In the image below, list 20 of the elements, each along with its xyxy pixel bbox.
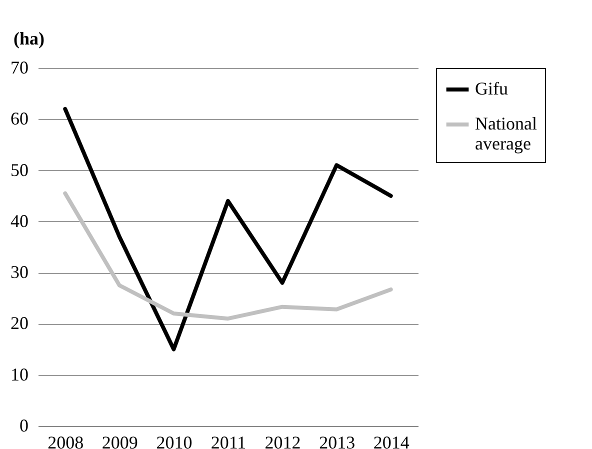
x-tick-label: 2014 — [373, 432, 410, 449]
y-tick-label: 0 — [20, 416, 28, 436]
y-tick-label: 10 — [10, 364, 28, 384]
y-tick-label: 60 — [10, 108, 28, 129]
x-tick-label: 2012 — [264, 432, 301, 449]
x-tick-label: 2008 — [48, 432, 84, 449]
x-tick-label: 2011 — [210, 432, 246, 449]
x-tick-label: 2010 — [156, 432, 192, 449]
y-axis-title: (ha) — [14, 28, 45, 48]
x-tick-label: 2009 — [102, 432, 138, 449]
y-tick-label: 30 — [10, 262, 28, 282]
x-tick-label: 2013 — [319, 432, 356, 449]
y-tick-label: 20 — [10, 313, 28, 334]
line-series — [63, 106, 393, 352]
y-tick-label: 70 — [10, 58, 28, 78]
legend-label: Gifu — [475, 78, 508, 98]
y-tick-label: 40 — [10, 210, 28, 231]
y-tick-label: 50 — [10, 160, 28, 180]
line-series — [63, 191, 393, 321]
legend-label: National average — [475, 114, 537, 154]
